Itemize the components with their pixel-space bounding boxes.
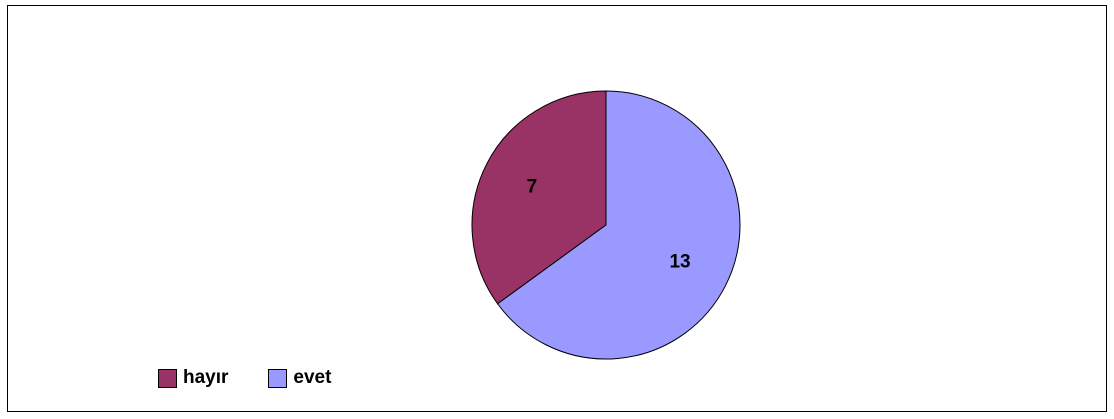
legend-label-hayir: hayır xyxy=(183,367,229,388)
pie-slice-hayir xyxy=(471,90,607,305)
pie-slice-evet xyxy=(496,90,741,360)
legend-item-hayir: hayır xyxy=(158,367,228,389)
legend-swatch-evet xyxy=(268,368,288,388)
legend-swatch-hayir xyxy=(158,368,177,388)
legend-item-evet: evet xyxy=(268,367,331,389)
legend: hayır evet xyxy=(158,366,371,390)
data-label-hayir: 7 xyxy=(527,176,538,197)
data-label-evet: 13 xyxy=(669,252,690,273)
legend-label-evet: evet xyxy=(293,367,332,388)
pie-slices: 7 13 xyxy=(471,90,741,360)
